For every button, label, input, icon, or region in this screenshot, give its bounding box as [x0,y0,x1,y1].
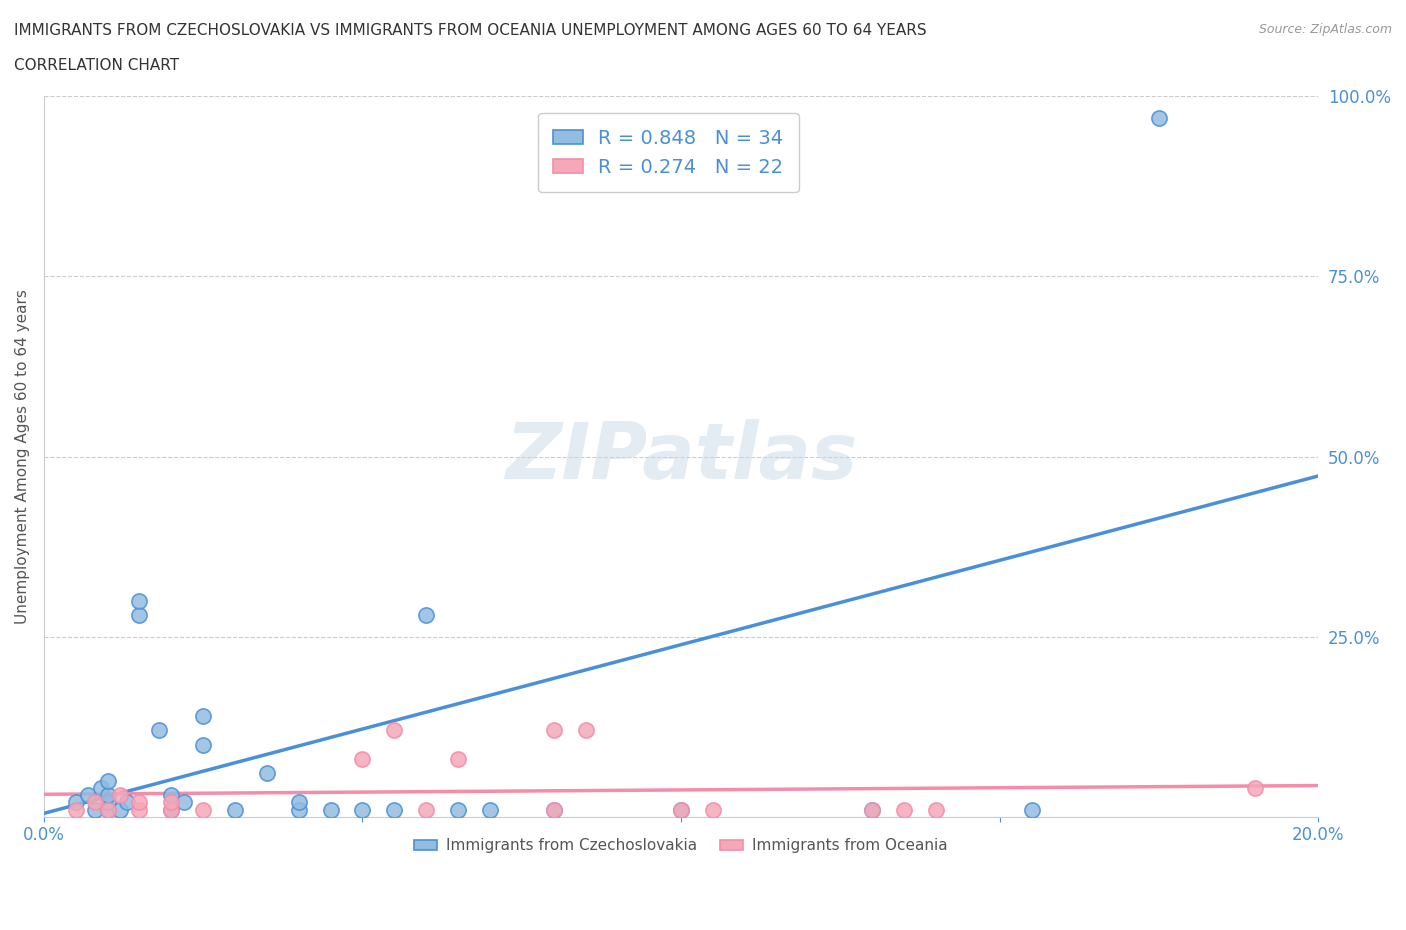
Text: Source: ZipAtlas.com: Source: ZipAtlas.com [1258,23,1392,36]
Point [352,802,374,817]
Point [319,802,342,817]
Point [669,802,692,817]
Point [110,802,132,817]
Y-axis label: Unemployment Among Ages 60 to 64 years: Unemployment Among Ages 60 to 64 years [15,289,30,624]
Point [97,802,120,817]
Point [543,802,565,817]
Point [160,802,183,817]
Point [287,802,309,817]
Text: CORRELATION CHART: CORRELATION CHART [14,58,179,73]
Point [893,802,915,817]
Point [447,802,470,817]
Point [193,737,215,752]
Point [160,788,183,803]
Point [128,607,150,622]
Point [860,802,883,817]
Point [702,802,724,817]
Point [110,788,132,803]
Text: IMMIGRANTS FROM CZECHOSLOVAKIA VS IMMIGRANTS FROM OCEANIA UNEMPLOYMENT AMONG AGE: IMMIGRANTS FROM CZECHOSLOVAKIA VS IMMIGR… [14,23,927,38]
Point [1147,111,1170,126]
Point [352,751,374,766]
Point [173,795,195,810]
Point [478,802,501,817]
Point [606,140,628,154]
Point [925,802,948,817]
Point [415,802,437,817]
Point [382,723,405,737]
Point [1243,780,1265,795]
Point [128,795,150,810]
Point [543,723,565,737]
Point [115,795,138,810]
Point [90,780,112,795]
Point [574,723,596,737]
Point [543,802,565,817]
Point [77,788,100,803]
Point [415,607,437,622]
Point [65,802,87,817]
Point [97,802,120,817]
Point [128,593,150,608]
Point [65,795,87,810]
Point [148,723,170,737]
Point [224,802,246,817]
Point [160,795,183,810]
Legend: Immigrants from Czechoslovakia, Immigrants from Oceania: Immigrants from Czechoslovakia, Immigran… [408,832,955,859]
Point [256,766,278,781]
Point [83,795,105,810]
Text: ZIPatlas: ZIPatlas [505,418,858,495]
Point [193,709,215,724]
Point [382,802,405,817]
Point [447,751,470,766]
Point [128,802,150,817]
Point [1021,802,1043,817]
Point [97,795,120,810]
Point [97,773,120,788]
Point [193,802,215,817]
Point [287,795,309,810]
Point [160,802,183,817]
Point [97,788,120,803]
Point [669,802,692,817]
Point [860,802,883,817]
Point [83,802,105,817]
